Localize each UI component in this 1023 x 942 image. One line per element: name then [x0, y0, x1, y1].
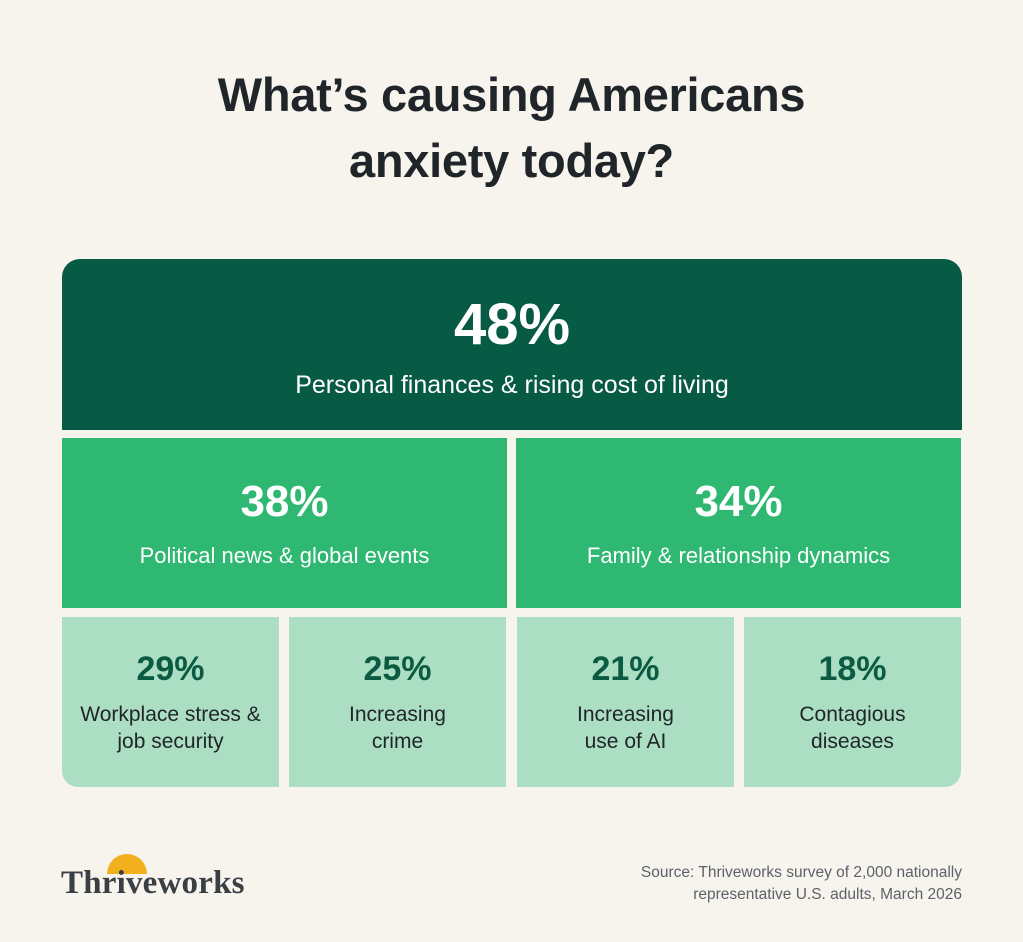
title-line-2: anxiety today? [349, 134, 674, 187]
tile-label-line-1: Increasing [577, 703, 674, 726]
source-line-1: Source: Thriveworks survey of 2,000 nati… [640, 864, 962, 881]
tile-label-line-1: Workplace stress & [80, 703, 261, 726]
tile-label: Increasing crime [349, 701, 446, 755]
title-line-1: What’s causing Americans [217, 68, 806, 121]
tile-value: 48% [453, 292, 571, 357]
tile-label-line-2: diseases [811, 730, 894, 753]
tile-label: Workplace stress & job security [80, 701, 261, 755]
tile-label-line-1: Increasing [349, 703, 446, 726]
tile-label: Contagious diseases [799, 701, 905, 755]
tile-value: 29% [136, 650, 205, 688]
tile-increasing-crime: 25% Increasing crime [289, 617, 506, 787]
tile-label-line-2: use of AI [584, 730, 667, 753]
tile-label: Increasing use of AI [577, 701, 674, 755]
tile-label-line-2: crime [371, 730, 424, 753]
tile-contagious-diseases: 18% Contagious diseases [744, 617, 961, 787]
page-title: What’s causing Americans anxiety today? [0, 62, 1023, 194]
brand-logo: Thriveworks [61, 852, 261, 902]
tile-value: 25% [363, 650, 432, 688]
brand-logo-text: Thriveworks [61, 865, 245, 901]
tile-value: 21% [591, 650, 660, 688]
tile-label-line-2: job security [117, 730, 224, 753]
tile-family-dynamics: 34% Family & relationship dynamics [516, 438, 961, 608]
tile-value: 18% [818, 650, 887, 688]
tile-use-of-ai: 21% Increasing use of AI [517, 617, 734, 787]
tile-label-line-1: Contagious [799, 703, 906, 726]
tile-personal-finances: 48% Personal finances & rising cost of l… [62, 259, 962, 430]
tile-value: 38% [240, 477, 329, 526]
tile-label: Political news & global events [139, 543, 430, 568]
source-note: Source: Thriveworks survey of 2,000 nati… [641, 862, 962, 906]
tile-label: Family & relationship dynamics [586, 543, 891, 568]
tile-political-news: 38% Political news & global events [62, 438, 507, 608]
source-line-2: representative U.S. adults, March 2026 [693, 886, 962, 903]
tile-value: 34% [694, 477, 783, 526]
sun-icon [107, 854, 147, 874]
tile-label: Personal finances & rising cost of livin… [295, 371, 729, 399]
tile-workplace-stress: 29% Workplace stress & job security [62, 617, 279, 787]
